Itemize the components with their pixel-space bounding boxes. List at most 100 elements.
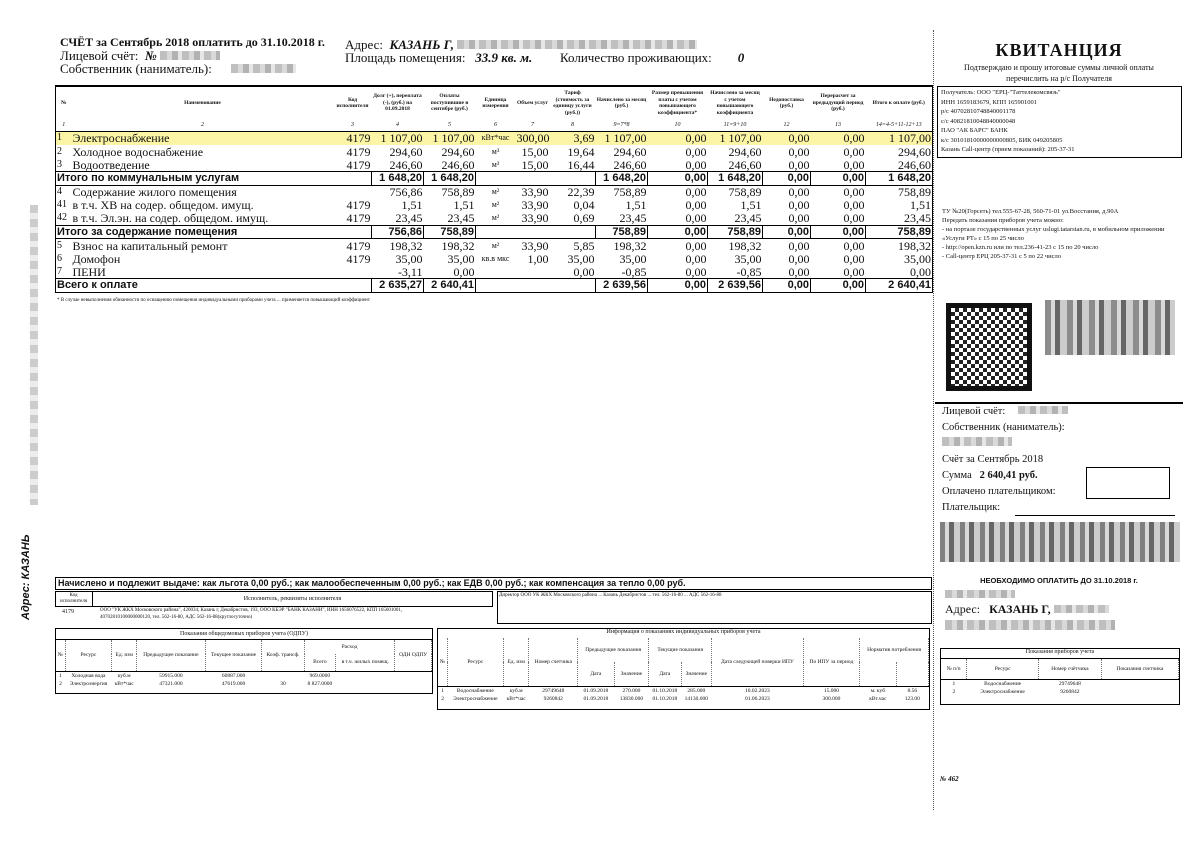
cell-value: 01.10.2018	[652, 687, 678, 694]
cell-value: 294,60	[728, 144, 762, 159]
subtotal-value: 2 640,41	[865, 278, 933, 293]
cell-value: -3,11	[397, 264, 423, 279]
cell-value: кв.в мкс	[481, 253, 510, 263]
receipt-subtitle: Подтверждаю и прошу итоговые суммы лично…	[964, 63, 1154, 83]
cell-value: 0,00	[788, 211, 810, 226]
residents-label: Количество проживающих:	[560, 50, 712, 65]
cell-value: 0,00	[788, 198, 810, 213]
payer-signature-line[interactable]	[1015, 515, 1175, 516]
cell-value: 35,00	[447, 251, 475, 266]
subtotal-value: 0,00	[810, 224, 866, 240]
row-number: 7	[57, 265, 62, 277]
cell-value: 0,00	[788, 264, 810, 279]
row-number: 5	[57, 239, 62, 251]
cell-value: 0,00	[685, 211, 707, 226]
recipient-details: Получатель: ООО "ЕРЦ-"Таттелекомсвязь" ИН…	[937, 86, 1182, 158]
cell-value: 0,00	[843, 144, 865, 159]
cell-value: 1 107,00	[371, 131, 424, 145]
column-header: Текущее показание	[205, 640, 263, 671]
column-header: Норматив потребления	[859, 638, 929, 662]
residents-value: 0	[737, 50, 745, 65]
redacted-account	[160, 51, 221, 60]
cell-value: м³	[491, 146, 500, 156]
cell-value: 1,51	[910, 198, 931, 213]
cell-value: 33,90	[521, 198, 549, 213]
column-header: Расход	[304, 640, 396, 654]
cell-value: куб.м	[509, 687, 523, 694]
stub-sum-value: 2 640,41 руб.	[979, 470, 1038, 481]
subtotal-row: Итого по коммунальным услугам 1 648,20 1 6…	[55, 171, 933, 186]
table-row: 1 Водоснабжение куб.м 29749648 01.09.2018 270…	[438, 686, 929, 695]
stub-sum-label: Сумма	[942, 470, 972, 481]
cell-value: 33,90	[521, 211, 549, 226]
recipient-line: с/с 40821810048840000048	[941, 117, 1016, 125]
column-header: Перерасчет за предыдущий период (руб.)	[810, 85, 866, 119]
cell-value: Электроснабжение	[453, 696, 498, 703]
redacted-address-2	[945, 620, 1115, 630]
column-index: 7	[515, 119, 550, 132]
cell-value: 4179	[346, 251, 371, 266]
receipt-stub: Лицевой счёт: Собственник (наниматель): …	[942, 404, 1082, 516]
subtotal-value: 1 648,20	[371, 171, 424, 186]
paid-amount-field[interactable]	[1086, 467, 1170, 499]
cell-value: 0,00	[788, 238, 810, 253]
cell-value: 0,00	[762, 131, 811, 145]
column-header: Код исполнителя	[333, 85, 372, 119]
cell-value: 3,69	[549, 131, 596, 145]
column-header: Значение	[681, 662, 713, 686]
column-index: 1	[55, 119, 72, 132]
column-header: Номер счётчика	[1038, 659, 1102, 679]
service-name: в т.ч. ХВ на содер. общедом. имущ.	[72, 198, 254, 213]
stub-period: Счёт за Сентябрь 2018	[942, 454, 1044, 465]
cell-value: 01.10.2018	[652, 696, 678, 703]
cell-value: 1,51	[401, 198, 423, 213]
cell-value: 0,00	[685, 185, 707, 199]
receipt-number: № 462	[940, 775, 959, 783]
recipient-line: Получатель: ООО "ЕРЦ-"Таттелекомсвязь"	[941, 89, 1061, 96]
redacted-stub-address	[1053, 605, 1109, 613]
subtotal-value: 2 639,56	[707, 278, 763, 293]
column-index: 4	[371, 119, 424, 132]
redacted-owner	[231, 64, 297, 73]
cell-value: 23,45	[904, 211, 931, 226]
column-header: ОДН ОДПУ	[394, 640, 432, 671]
service-name: ПЕНИ	[72, 264, 106, 279]
cell-value: 1 107,00	[423, 131, 476, 145]
cell-value: 59915.000	[159, 672, 183, 679]
area-line: Площадь помещения: 33.9 кв. м.	[345, 51, 532, 64]
stub-address: Адрес: КАЗАНЬ Г,	[945, 602, 1109, 617]
cell-value: 0,00	[685, 157, 707, 172]
subtotal-value: 758,89	[707, 224, 763, 240]
column-header	[896, 662, 930, 686]
cell-value: 33,90	[521, 238, 549, 253]
column-header: Ресурс	[65, 640, 113, 671]
cell-value: 0,00	[685, 198, 707, 213]
column-index: 11=9+10	[707, 119, 763, 132]
subtotal-value: 758,89	[865, 224, 933, 240]
cell-value: 1 107,00	[707, 131, 763, 145]
cell-value: 0,00	[810, 131, 866, 145]
service-name: Водоотведение	[72, 157, 150, 172]
stub-paid-label: Оплачено плательщиком:	[942, 486, 1056, 497]
cell-value: 16,44	[567, 157, 595, 172]
cell-value: 33,90	[521, 185, 549, 199]
cell-value: 758,89	[898, 185, 931, 199]
subtotal-value: 1 648,20	[595, 171, 648, 186]
column-index: 5	[423, 119, 476, 132]
due-notice: НЕОБХОДИМО ОПЛАТИТЬ ДО 31.10.2018 г.	[980, 576, 1138, 585]
receipt-title: КВИТАНЦИЯ	[995, 40, 1123, 60]
cell-value: 35,00	[395, 251, 423, 266]
side-address: Адрес: КАЗАНЬ	[20, 534, 32, 620]
residents-line: Количество проживающих: 0	[560, 51, 744, 64]
table-row: 2 Холодное водоснабжение 4179 294,60 294,60 м…	[56, 145, 933, 158]
info-line: ТУ №20(Горсеть) тел.555-67-28, 560-71-01…	[942, 208, 1119, 215]
table-row: 3 Водоотведение 4179 246,60 246,60 м³ 15,00 16,…	[56, 158, 933, 171]
info-line: - на портале государственных услуг uslug…	[942, 226, 1165, 242]
subtotal-row: Всего к оплате 2 635,27 2 640,41 2 639,56 0,…	[55, 278, 933, 293]
cell-value: 0,00	[788, 144, 810, 159]
cell-value: -0,85	[736, 264, 762, 279]
cell-value: 8 827.0000	[307, 681, 333, 688]
cell-value: 1	[441, 687, 445, 694]
column-header: Тариф (стоимость за единицу услуги (руб.…	[549, 85, 596, 119]
cell-value: 22,39	[567, 185, 595, 199]
